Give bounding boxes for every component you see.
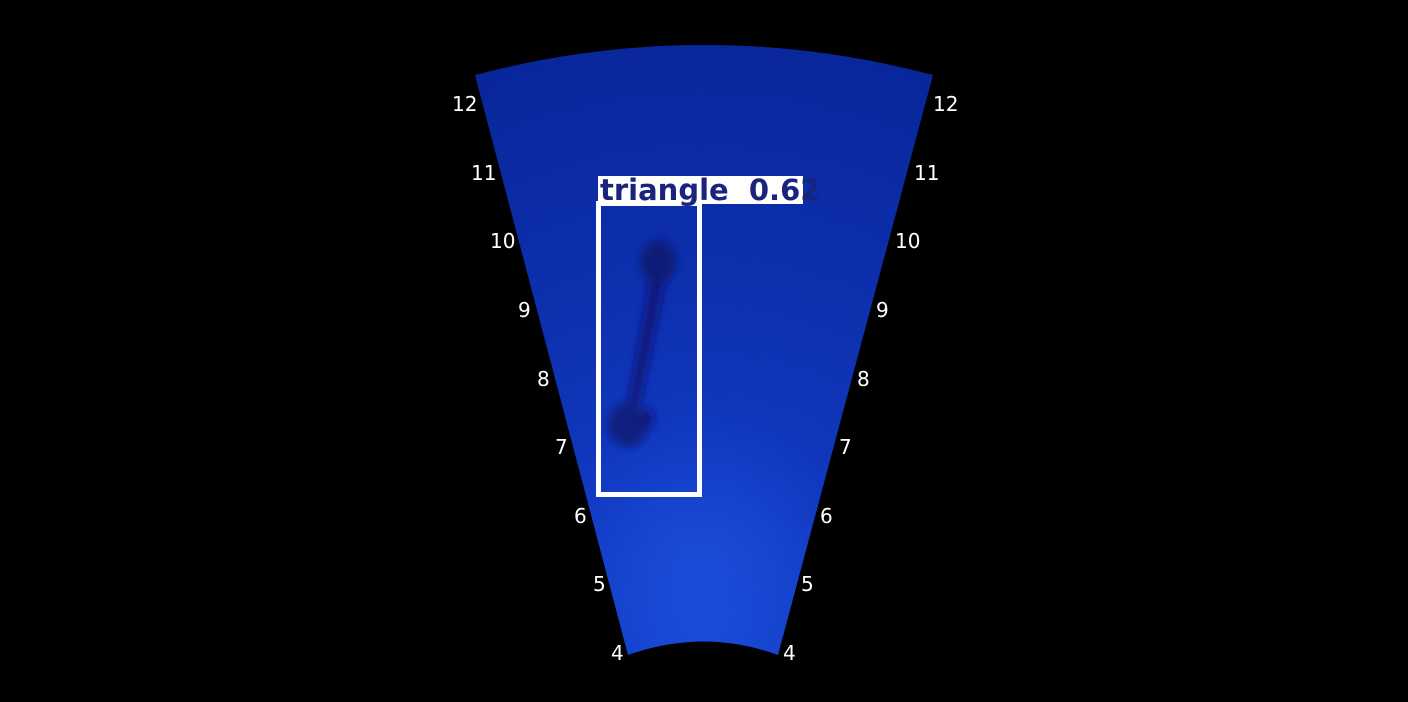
detection-label-background [598, 176, 803, 204]
range-label-left-11: 11 [471, 161, 496, 185]
range-label-right-12: 12 [933, 92, 958, 116]
range-label-left-4: 4 [611, 641, 624, 665]
range-label-left-7: 7 [555, 435, 568, 459]
range-label-left-8: 8 [537, 367, 550, 391]
range-label-left-5: 5 [593, 572, 606, 596]
range-label-right-7: 7 [839, 435, 852, 459]
range-label-right-4: 4 [783, 641, 796, 665]
object-shadow [608, 240, 676, 447]
range-label-left-9: 9 [518, 298, 531, 322]
range-label-right-8: 8 [857, 367, 870, 391]
sonar-fan-noise [475, 45, 933, 655]
range-label-left-6: 6 [574, 504, 587, 528]
range-label-right-6: 6 [820, 504, 833, 528]
detection-label: triangle 0.62 [600, 173, 820, 207]
range-labels-left: 12 11 10 9 8 7 6 5 4 [452, 92, 624, 665]
range-label-right-11: 11 [914, 161, 939, 185]
range-label-right-10: 10 [895, 229, 920, 253]
range-label-left-12: 12 [452, 92, 477, 116]
range-label-left-10: 10 [490, 229, 515, 253]
range-label-right-9: 9 [876, 298, 889, 322]
range-labels-right: 12 11 10 9 8 7 6 5 4 [783, 92, 958, 665]
range-label-right-5: 5 [801, 572, 814, 596]
detection: triangle 0.62 [596, 173, 820, 497]
